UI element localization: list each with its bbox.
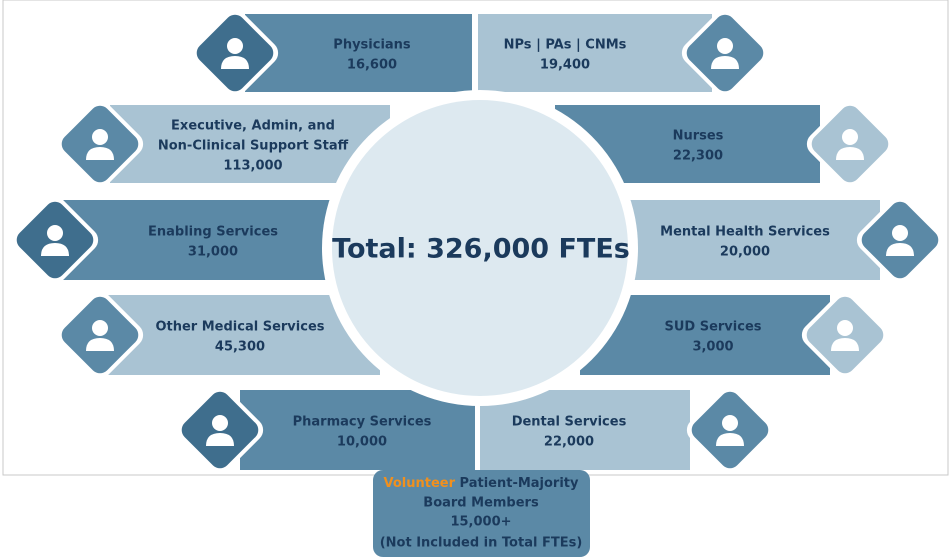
glyph-body: [206, 433, 234, 446]
glyph-body: [886, 243, 914, 256]
volunteer-note: (Not Included in Total FTEs): [380, 536, 583, 551]
bands: [11, 9, 944, 474]
glyph-body: [41, 243, 69, 256]
item-label: SUD Services: [664, 320, 761, 335]
item-label: Enabling Services: [148, 225, 278, 240]
glyph-head: [722, 415, 738, 431]
glyph-body: [831, 338, 859, 351]
item-value: 3,000: [692, 340, 733, 355]
item-label: Non-Clinical Support Staff: [158, 139, 349, 154]
icon-glyph: [86, 320, 114, 351]
glyph-head: [227, 38, 243, 54]
glyph-head: [92, 129, 108, 145]
volunteer-line: Board Members: [423, 496, 539, 511]
icon-glyph: [711, 38, 739, 69]
item-value: 19,400: [540, 58, 590, 73]
item-label: Other Medical Services: [155, 320, 324, 335]
item-label: Nurses: [673, 129, 724, 144]
icon-glyph: [886, 225, 914, 256]
glyph-head: [717, 38, 733, 54]
total: Total: 326,000 FTEs: [332, 234, 630, 265]
item-label: Dental Services: [512, 415, 627, 430]
glyph-head: [47, 225, 63, 241]
text: Patient-Majority: [460, 476, 579, 491]
glyph-body: [221, 56, 249, 69]
center-circle: [332, 100, 628, 396]
glyph-body: [711, 56, 739, 69]
band: [478, 14, 712, 92]
volunteer-value: 15,000+: [450, 515, 511, 530]
glyph-head: [892, 225, 908, 241]
icon-glyph: [86, 129, 114, 160]
glyph-head: [92, 320, 108, 336]
item-label: Mental Health Services: [660, 225, 830, 240]
item-value: 20,000: [720, 245, 770, 260]
icon-glyph: [716, 415, 744, 446]
glyph-body: [716, 433, 744, 446]
glyph-head: [842, 129, 858, 145]
item-value: 22,000: [544, 435, 594, 450]
glyph-body: [86, 338, 114, 351]
item-label: Pharmacy Services: [293, 415, 432, 430]
band: [630, 200, 880, 280]
item-value: 22,300: [673, 149, 723, 164]
item-value: 16,600: [347, 58, 397, 73]
band: [60, 200, 330, 280]
item-value: 10,000: [337, 435, 387, 450]
item-value: 31,000: [188, 245, 238, 260]
icon-glyph: [41, 225, 69, 256]
glyph-body: [836, 147, 864, 160]
band: [245, 14, 472, 92]
icon-glyph: [221, 38, 249, 69]
band: [480, 390, 690, 470]
item-label: Physicians: [333, 38, 411, 53]
highlight: Volunteer: [383, 476, 455, 491]
volunteer-box: [373, 470, 590, 557]
volunteer-line: Volunteer Patient-Majority: [383, 476, 579, 491]
glyph-body: [86, 147, 114, 160]
icon-glyph: [836, 129, 864, 160]
icon-glyph: [831, 320, 859, 351]
item-label: NPs | PAs | CNMs: [504, 38, 627, 53]
icon-glyph: [206, 415, 234, 446]
glyph-head: [212, 415, 228, 431]
band: [240, 390, 475, 470]
glyph-head: [837, 320, 853, 336]
item-value: 45,300: [215, 340, 265, 355]
item-label: Executive, Admin, and: [171, 119, 335, 134]
item-value: 113,000: [223, 159, 282, 174]
